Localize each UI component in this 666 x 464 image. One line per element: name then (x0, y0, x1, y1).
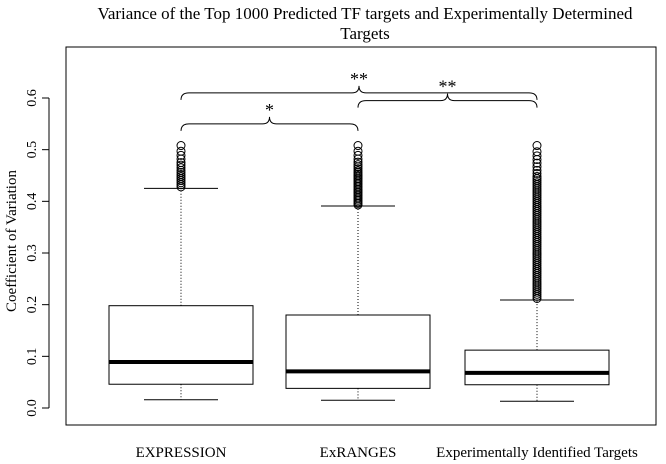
outlier-point (532, 178, 542, 188)
outlier-point (176, 167, 186, 177)
significance-annotations: ***** (180, 69, 538, 131)
significance-bracket: ** (180, 69, 538, 100)
significance-label: ** (439, 77, 457, 97)
chart-title: Variance of the Top 1000 Predicted TF ta… (97, 4, 633, 43)
significance-bracket: * (180, 100, 359, 131)
outlier-point (532, 168, 542, 178)
plot-frame (65, 46, 657, 426)
x-tick-label: ExRANGES (320, 445, 397, 461)
outlier-point (532, 172, 542, 182)
outlier-point (176, 172, 186, 182)
y-tick-label: 0.5 (25, 141, 40, 159)
x-tick-label: EXPRESSION (136, 445, 227, 461)
outlier-point (176, 158, 186, 168)
iqr-box (285, 314, 431, 389)
chart-title-line-2: Targets (340, 24, 389, 43)
y-tick-label: 0.6 (25, 89, 40, 107)
outlier-point (176, 141, 186, 151)
outlier-point (353, 157, 363, 167)
outlier-point (353, 141, 363, 151)
x-tick-label: Experimentally Identified Targets (436, 445, 638, 461)
significance-label: ** (350, 69, 368, 89)
outlier-point (353, 164, 363, 174)
y-axis-label: Coefficient of Variation (4, 170, 20, 312)
outlier-point (176, 150, 186, 160)
outlier-point (176, 163, 186, 173)
box-group (108, 141, 254, 401)
box-group (464, 141, 610, 402)
outlier-point (532, 165, 542, 175)
significance-bracket: ** (357, 77, 538, 108)
outlier-point (176, 169, 186, 179)
outlier-point (353, 160, 363, 170)
y-tick-label: 0.0 (25, 399, 40, 417)
x-axis: EXPRESSION ExRANGES Experimentally Identif… (136, 445, 638, 461)
y-tick-label: 0.2 (25, 296, 40, 314)
iqr-box (108, 305, 254, 385)
outlier-point (532, 176, 542, 186)
y-tick-label: 0.1 (25, 348, 40, 366)
y-axis: 0.0 0.1 0.2 0.3 0.4 0.5 0.6 (25, 89, 50, 417)
box-group (285, 141, 431, 401)
outlier-point (532, 158, 542, 168)
chart-title-line-1: Variance of the Top 1000 Predicted TF ta… (97, 4, 633, 23)
outlier-point (353, 150, 363, 160)
y-tick-label: 0.4 (25, 193, 40, 211)
y-tick-label: 0.3 (25, 244, 40, 262)
outlier-point (176, 146, 186, 156)
outlier-point (532, 141, 542, 151)
boxes (108, 141, 610, 402)
outlier-point (353, 146, 363, 156)
outlier-point (532, 162, 542, 172)
significance-label: * (265, 100, 274, 120)
outlier-point (532, 147, 542, 157)
outlier-point (353, 166, 363, 176)
outlier-point (532, 151, 542, 161)
iqr-box (464, 349, 610, 386)
outlier-point (176, 160, 186, 170)
